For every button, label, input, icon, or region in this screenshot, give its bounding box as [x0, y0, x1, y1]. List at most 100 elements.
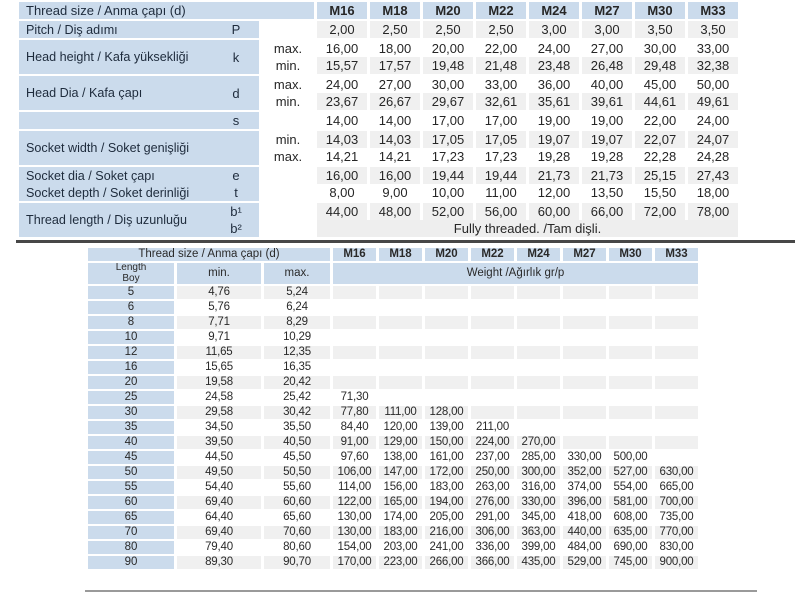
- weight-row: 20 19,58 20,42: [88, 376, 698, 389]
- length-cell: 5: [88, 286, 174, 299]
- pitch-label-cell: Pitch / Diş adımı P: [19, 21, 259, 38]
- max-cell: 25,42: [283, 391, 311, 403]
- thread-length-value: 44,00: [317, 203, 367, 220]
- weight-cell: [517, 331, 560, 344]
- max-cell: 90,70: [264, 556, 330, 569]
- subkey-min: min.: [275, 94, 301, 109]
- weight-cell: [379, 361, 422, 374]
- b1-symbol: b¹: [230, 204, 242, 219]
- weight-row: 60 69,40 60,60 122,00 165,00 194,00 276,00 3…: [88, 496, 698, 509]
- pitch-label: Pitch / Diş adımı: [26, 22, 118, 37]
- weight-cell: 700,00: [655, 496, 698, 509]
- weight-cell: [333, 376, 376, 389]
- weight-cell: [379, 391, 422, 404]
- head-dia-min-value: 26,67: [370, 93, 420, 110]
- pitch-value: 2,50: [423, 21, 473, 38]
- dimensions-table: Thread size / Anma çapı (d) M16 M18 M20 M22…: [16, 2, 741, 237]
- socket-dia-value: 19,44: [476, 167, 526, 184]
- weight-cell: [563, 301, 606, 314]
- weight-cell: 114,00: [337, 481, 372, 493]
- max-cell: 20,42: [264, 376, 330, 389]
- thread-size-label: Thread size / Anma çapı (d): [26, 3, 186, 18]
- socket-width-min-value: 24,07: [688, 131, 738, 148]
- s-symbol: s: [232, 113, 240, 128]
- weight-cell: [563, 286, 606, 299]
- head-dia-max-value: 36,00: [537, 77, 571, 92]
- weight-cell: [471, 316, 514, 329]
- weight-cell: [425, 286, 468, 299]
- thread-length-b2-row: Fully threaded. /Tam dişli.: [19, 220, 738, 237]
- weight-cell: [655, 316, 698, 329]
- weight-cell: 91,00: [333, 436, 376, 449]
- socket-width-max-value: 17,23: [484, 149, 518, 164]
- head-height-max-value: 22,00: [484, 41, 518, 56]
- socket-dia-label: Socket dia / Soket çapı: [26, 168, 155, 183]
- weight-cell: [609, 361, 652, 374]
- socket-width-max-value: 19,28: [590, 149, 624, 164]
- bottom-subheader-row: Length Boy min. max. Weight /Ağırlık gr/…: [88, 263, 698, 284]
- weight-cell: [379, 346, 422, 359]
- size-column-header: M22: [476, 2, 526, 19]
- min-cell: 89,30: [177, 556, 261, 569]
- head-dia-min-row: min. 23,67 26,67 29,67 32,61 35,61 39,61 44,61…: [19, 93, 738, 110]
- max-cell: 30,42: [264, 406, 330, 419]
- min-cell: 11,65: [177, 346, 261, 359]
- pitch-value: 3,50: [688, 21, 738, 38]
- min-cell: 69,40: [177, 526, 261, 539]
- weight-cell: [471, 391, 514, 404]
- weight-cell: 139,00: [429, 421, 464, 433]
- weight-cell: 665,00: [659, 481, 694, 493]
- min-cell: 79,40: [205, 541, 233, 553]
- s-label-cell: s: [19, 112, 259, 129]
- subkey-cell: [262, 203, 314, 220]
- max-cell: 65,60: [283, 511, 311, 523]
- weight-cell: [471, 301, 514, 314]
- weight-cell: [333, 346, 376, 359]
- size-column-header: M33: [655, 248, 698, 261]
- head-dia-min-value: 29,67: [423, 93, 473, 110]
- size-column-header: M27: [563, 248, 606, 261]
- weight-cell: [563, 376, 606, 389]
- head-dia-max-value: 24,00: [325, 77, 359, 92]
- s-value: 24,00: [696, 113, 730, 128]
- weight-cell: 690,00: [613, 541, 648, 553]
- pitch-value: 2,50: [476, 21, 526, 38]
- weight-table: Thread size / Anma çapı (d) M16 M18 M20 M22…: [85, 246, 701, 571]
- subkey-max: max.: [273, 149, 303, 164]
- weight-cell: 300,00: [517, 466, 560, 479]
- weight-cell: [609, 376, 652, 389]
- socket-width-max-value: 24,28: [696, 149, 730, 164]
- socket-width-max-value: 22,28: [643, 149, 677, 164]
- weight-cell: 399,00: [521, 541, 556, 553]
- weight-cell: 150,00: [425, 436, 468, 449]
- weight-cell: [563, 316, 606, 329]
- weight-row: 25 24,58 25,42 71,30: [88, 391, 698, 404]
- head-dia-symbol: d: [232, 85, 240, 101]
- fully-threaded-note: Fully threaded. /Tam dişli.: [317, 220, 738, 237]
- weight-cell: 285,00: [521, 451, 556, 463]
- head-height-symbol: k: [232, 49, 240, 65]
- weight-cell: [609, 436, 652, 449]
- length-cell: 55: [88, 481, 174, 494]
- min-cell: 49,50: [177, 466, 261, 479]
- weight-cell: [609, 346, 652, 359]
- weight-cell: [517, 376, 560, 389]
- weight-row: 5 4,76 5,24: [88, 286, 698, 299]
- max-cell: 45,50: [283, 451, 311, 463]
- bottom-thread-size-label: Thread size / Anma çapı (d): [88, 248, 330, 261]
- weight-cell: [563, 391, 606, 404]
- size-column-header: M24: [529, 2, 579, 19]
- weight-cell: 336,00: [475, 541, 510, 553]
- weight-cell: 770,00: [655, 526, 698, 539]
- length-cell: 12: [88, 346, 174, 359]
- head-height-min-value: 26,48: [582, 57, 632, 74]
- head-height-max-value: 20,00: [431, 41, 465, 56]
- head-height-max-value: 16,00: [325, 41, 359, 56]
- weight-cell: 352,00: [563, 466, 606, 479]
- weight-cell: 122,00: [333, 496, 376, 509]
- pitch-value: 2,00: [317, 21, 367, 38]
- thread-length-value: 72,00: [635, 203, 685, 220]
- weight-cell: [517, 361, 560, 374]
- length-cell: 45: [88, 451, 174, 464]
- length-cell: 6: [88, 301, 174, 314]
